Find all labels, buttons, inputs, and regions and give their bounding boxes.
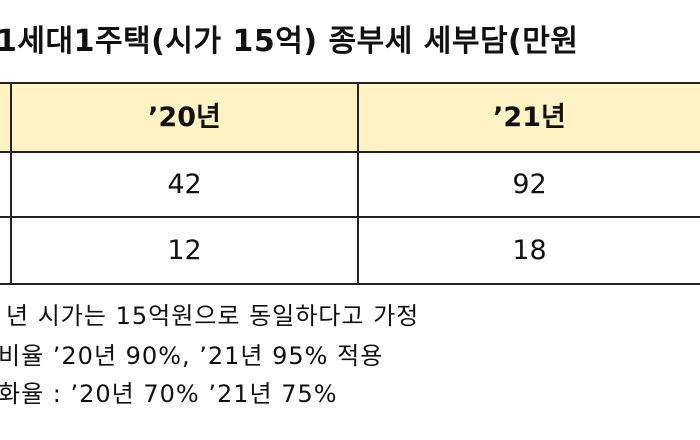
row-label-cell [0,82,12,153]
header-row: ’20년 ’21년 [0,82,700,153]
tax-burden-table: ’20년 ’21년 42 92 12 18 [0,82,700,285]
footnote-assumption: 년 시가는 15억원으로 동일하다고 가정 [6,302,420,330]
header-2020: ’20년 [10,82,359,153]
cell-value: 18 [357,216,700,285]
tax-burden-table-container: ’20년 ’21년 42 92 12 18 [0,82,700,285]
table-row: 12 18 [0,216,700,285]
table-row: 42 92 [0,150,700,219]
table-title: 1세대1주택(시가 15억) 종부세 세부담(만원 [0,24,579,59]
row-label-cell [0,216,12,285]
cell-value: 92 [357,150,700,219]
cell-value: 42 [10,150,359,219]
cell-value: 12 [10,216,359,285]
header-2021: ’21년 [357,82,700,153]
footnote-ratio: 비율 ’20년 90%, ’21년 95% 적용 [0,342,384,370]
footnote-market-value-ratio: 화율 : ’20년 70% ’21년 75% [0,380,338,408]
row-label-cell [0,150,12,219]
